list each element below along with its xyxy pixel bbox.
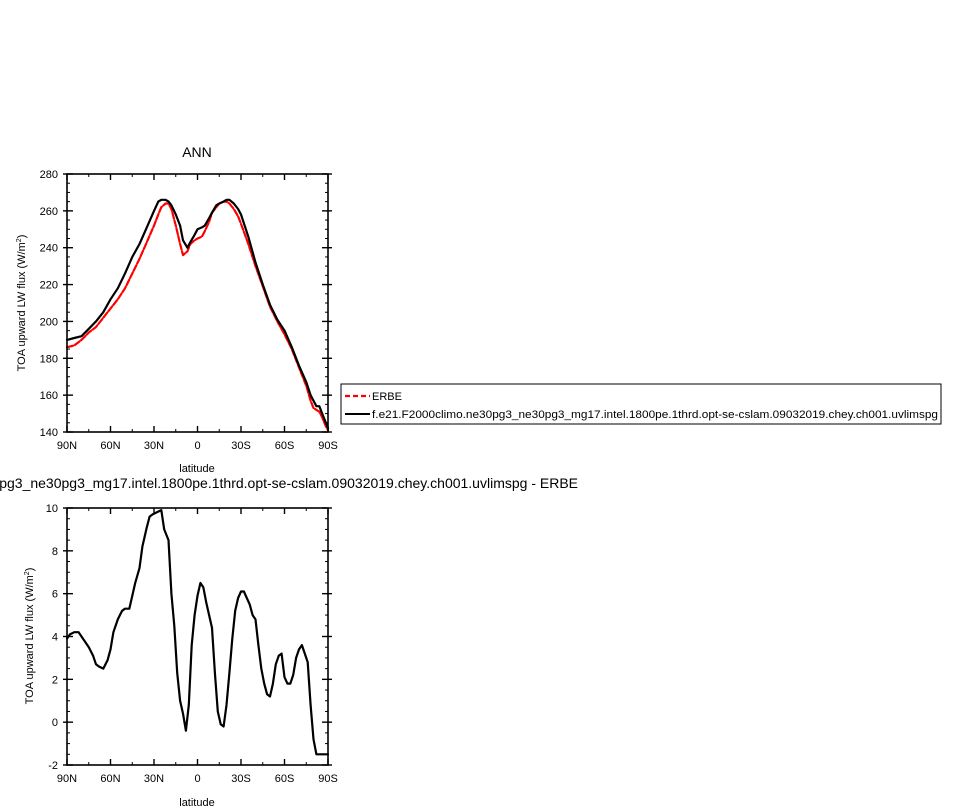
panel1-xtick-label: 90S xyxy=(318,440,338,452)
panel1-xtick-label: 60S xyxy=(275,440,295,452)
legend-label-model: f.e21.F2000climo.ne30pg3_ne30pg3_mg17.in… xyxy=(372,409,938,421)
panel1-ytick-label: 260 xyxy=(40,206,58,218)
panel2-ytick-label: -2 xyxy=(48,760,58,772)
panel-difference: f.e21.F2000climo.ne30pg3_ne30pg3_mg17.in… xyxy=(0,475,578,809)
legend-box xyxy=(340,383,942,425)
panel2-xlabel: latitude xyxy=(179,797,214,809)
panel2-ytick-label: 2 xyxy=(52,674,58,686)
panel2-ytick-label: 4 xyxy=(52,632,58,644)
legend-label-erbe: ERBE xyxy=(372,391,402,403)
panel1-series-line-1 xyxy=(65,198,330,430)
panel2-xtick-label: 90N xyxy=(57,773,77,785)
panel1-ytick-label: 220 xyxy=(40,280,58,292)
panel2-xtick-label: 90S xyxy=(318,773,338,785)
panel2-ytick-label: 0 xyxy=(52,717,58,729)
panel2-title: f.e21.F2000climo.ne30pg3_ne30pg3_mg17.in… xyxy=(0,475,578,491)
panel1-ytick-label: 140 xyxy=(40,427,58,439)
panel1-ytick-label: 180 xyxy=(40,353,58,365)
panel1-title: ANN xyxy=(182,144,212,160)
panel1-xtick-label: 30S xyxy=(231,440,251,452)
panel1-ylabel: TOA upward LW flux (W/m2) xyxy=(16,235,28,372)
panel2-ytick-label: 8 xyxy=(52,546,58,558)
panel2-ytick-label: 6 xyxy=(52,589,58,601)
panel1-ytick-label: 240 xyxy=(40,243,58,255)
panel2-xtick-label: 60S xyxy=(275,773,295,785)
panel1-xlabel: latitude xyxy=(179,463,214,475)
panel1-xtick-label: 30N xyxy=(144,440,164,452)
panel2-ytick-label: 10 xyxy=(46,503,58,515)
panel2-ylabel: TOA upward LW flux (W/m2) xyxy=(24,568,36,705)
panel2-series-line-0 xyxy=(65,509,330,756)
panel2-xtick-label: 0 xyxy=(194,773,200,785)
panel1-ytick-label: 200 xyxy=(40,316,58,328)
panel1-ytick-label: 160 xyxy=(40,390,58,402)
panel1-xtick-label: 90N xyxy=(57,440,77,452)
panel2-xtick-label: 30S xyxy=(231,773,251,785)
panel1-xtick-label: 60N xyxy=(100,440,120,452)
legend: ERBE f.e21.F2000climo.ne30pg3_ne30pg3_mg… xyxy=(340,383,942,425)
panel1-ytick-label: 280 xyxy=(40,169,58,181)
panel1-xtick-label: 0 xyxy=(194,440,200,452)
panel2-xtick-label: 60N xyxy=(100,773,120,785)
panel-annual-flux: ANN 90N 60N 30N 0 30S 60S 90S 140 160 180 200 220 24… xyxy=(16,144,338,475)
panel2-xtick-label: 30N xyxy=(144,773,164,785)
